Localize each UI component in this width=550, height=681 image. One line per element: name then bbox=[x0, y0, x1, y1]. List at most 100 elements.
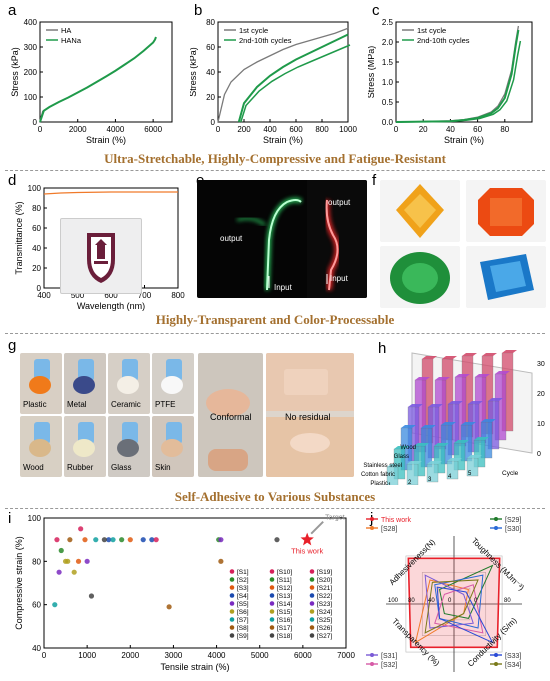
legend-label: [S28] bbox=[381, 526, 397, 533]
x-tick-label: 0 bbox=[216, 125, 221, 134]
gem-green-round bbox=[380, 246, 460, 308]
x-tick-label: 0 bbox=[394, 125, 399, 134]
legend-marker bbox=[269, 577, 275, 582]
legend-label: [S34] bbox=[505, 662, 521, 669]
radar-series-8 bbox=[424, 579, 479, 634]
bar-3d-top bbox=[495, 371, 510, 374]
series-line-2 bbox=[237, 33, 349, 123]
adhesion-photo-wood: Wood bbox=[20, 416, 62, 477]
radar-tick-label: 40 bbox=[428, 598, 435, 604]
legend-label: [S25] bbox=[317, 617, 332, 624]
y-tick-label: 20 bbox=[206, 93, 215, 102]
legend-marker bbox=[309, 593, 315, 598]
legend-label: [S31] bbox=[381, 653, 397, 660]
legend-marker bbox=[269, 585, 275, 590]
substrate-label: Wood bbox=[400, 445, 416, 451]
x-tick-label: 1000 bbox=[339, 125, 357, 134]
x-tick-label: 40 bbox=[446, 125, 455, 134]
cycle-tick-label: 5 bbox=[468, 471, 472, 477]
scatter-point bbox=[149, 537, 155, 543]
cycle-tick-label: 1 bbox=[388, 483, 392, 485]
z-tick-label: 0 bbox=[537, 451, 541, 458]
legend-marker bbox=[370, 662, 374, 666]
bar-3d-top bbox=[467, 455, 482, 458]
series-line-unload bbox=[240, 44, 351, 123]
scatter-point bbox=[78, 526, 84, 532]
bar-3d-top bbox=[461, 422, 476, 425]
fiber-output-right: output bbox=[328, 198, 351, 207]
x-tick-label: 60 bbox=[473, 125, 482, 134]
legend-marker bbox=[229, 617, 235, 622]
radar-series-1 bbox=[407, 557, 501, 649]
y-tick-label: 1.0 bbox=[382, 78, 394, 87]
scatter-point bbox=[58, 547, 64, 554]
legend-marker bbox=[370, 653, 374, 657]
chart-a-stress-strain: 0 2000 4000 6000 0 100 200 300 400 Strain (%) Stre… bbox=[10, 18, 173, 145]
scatter-point bbox=[52, 602, 58, 608]
x-tick-label: 200 bbox=[237, 125, 251, 134]
bar-3d-top bbox=[474, 437, 489, 440]
legend-marker bbox=[269, 593, 275, 598]
z-tick-label: 30 bbox=[537, 361, 545, 368]
legend-marker bbox=[494, 517, 498, 521]
adhesion-photo-skin: Skin bbox=[152, 416, 194, 477]
gem-orange-diamond bbox=[380, 180, 460, 242]
legend-marker bbox=[370, 517, 374, 521]
plot-frame bbox=[43, 517, 347, 649]
radar-tick-label: 100 bbox=[388, 598, 399, 604]
chart-j-radar: Adhesiveness(N) Toughness (MJm⁻³)Conducti… bbox=[366, 517, 526, 672]
x-tick-label: 1000 bbox=[78, 651, 96, 660]
gem-red-octagon bbox=[466, 180, 546, 242]
legend-label: HA bbox=[61, 26, 71, 35]
legend-marker bbox=[309, 569, 315, 574]
scatter-point bbox=[88, 593, 95, 599]
x-tick-label: 5000 bbox=[251, 651, 269, 660]
legend-label: 1st cycle bbox=[239, 26, 268, 35]
scatter-point bbox=[75, 558, 82, 564]
adhesion-caption: PTFE bbox=[155, 400, 176, 409]
bar-3d-top bbox=[462, 353, 477, 356]
scatter-point bbox=[218, 537, 224, 543]
bar-3d-top bbox=[435, 377, 450, 380]
legend-label: [S6] bbox=[237, 609, 249, 616]
banner-row2: Highly-Transparent and Color-Processable bbox=[155, 312, 395, 327]
legend-label: [S16] bbox=[277, 617, 292, 624]
legend-label: This work bbox=[381, 517, 411, 524]
x-tick-label: 800 bbox=[315, 125, 329, 134]
adhesion-caption: Ceramic bbox=[111, 400, 141, 409]
radar-tick-label: 80 bbox=[504, 598, 511, 604]
legend-marker bbox=[309, 577, 315, 582]
bar-3d-top bbox=[407, 461, 422, 464]
panel-label-h: h bbox=[378, 340, 387, 357]
bar-3d-top bbox=[481, 419, 496, 422]
legend-label: [S15] bbox=[277, 609, 292, 616]
x-tick-label: 80 bbox=[500, 125, 509, 134]
radar-grid bbox=[405, 555, 503, 653]
bar-3d-top bbox=[502, 350, 517, 353]
adhesion-photo-glass: Glass bbox=[108, 416, 150, 477]
scatter-point bbox=[140, 537, 146, 543]
legend-marker bbox=[269, 609, 275, 614]
fiber-glow-icon bbox=[236, 180, 367, 298]
bar-3d-top bbox=[387, 464, 402, 467]
series-line-unload bbox=[397, 40, 522, 123]
conformal-finger-photo bbox=[198, 353, 263, 477]
legend-marker bbox=[229, 633, 235, 638]
university-emblem-icon bbox=[87, 233, 115, 283]
x-tick-label: 700 bbox=[138, 291, 152, 300]
scatter-point bbox=[153, 537, 159, 543]
scatter-point bbox=[82, 537, 88, 543]
y-tick-label: 0 bbox=[37, 284, 42, 293]
panel-label-i: i bbox=[8, 510, 12, 527]
y-tick-label: 80 bbox=[32, 204, 41, 213]
adhesion-photo-rubber: Rubber bbox=[64, 416, 106, 477]
separator bbox=[5, 333, 545, 334]
legend-marker bbox=[229, 593, 235, 598]
scatter-point bbox=[274, 537, 280, 543]
this-work-star bbox=[300, 532, 314, 546]
legend-label: [S3] bbox=[237, 585, 249, 592]
y-tick-label: 100 bbox=[28, 184, 42, 193]
separator bbox=[5, 170, 545, 171]
x-tick-label: 3000 bbox=[165, 651, 183, 660]
cycle-tick-label: 3 bbox=[428, 477, 432, 483]
